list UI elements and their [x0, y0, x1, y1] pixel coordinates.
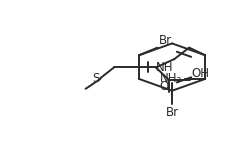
Text: S: S [92, 72, 99, 85]
Text: O: O [159, 80, 168, 93]
Text: NH₂: NH₂ [159, 72, 182, 85]
Text: OH: OH [191, 67, 209, 80]
Text: NH: NH [156, 61, 173, 74]
Text: Br: Br [158, 34, 172, 47]
Text: Br: Br [165, 106, 179, 119]
